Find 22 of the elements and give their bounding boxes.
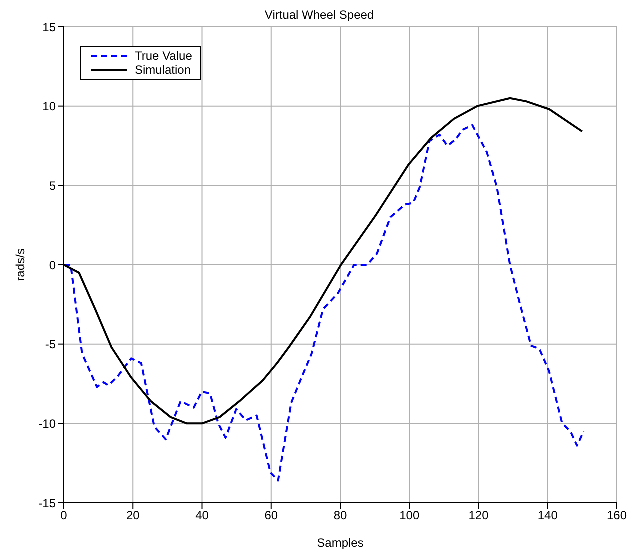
y-tick-label: 10 [42, 100, 56, 114]
chart-title: Virtual Wheel Speed [264, 8, 376, 22]
y-tick-label: -5 [45, 338, 56, 352]
x-tick-label: 80 [334, 508, 348, 523]
x-tick-label: 160 [606, 508, 628, 523]
x-axis-title: Samples [317, 536, 364, 550]
x-tick-label: 100 [400, 508, 420, 523]
y-tick-label: -15 [38, 496, 56, 510]
y-tick-label: -10 [38, 416, 56, 431]
x-tick-label: 20 [126, 508, 140, 523]
line-series [64, 124, 585, 482]
x-tick-label: 140 [538, 508, 558, 523]
y-tick-label: 0 [49, 258, 56, 272]
x-tick-label: 40 [196, 508, 210, 523]
x-tick-label: 0 [60, 508, 68, 523]
legend-label: Simulation [135, 63, 192, 77]
x-tick-label: 120 [468, 508, 490, 523]
x-tick-label: 60 [264, 508, 278, 523]
y-axis-title: rads/s [13, 248, 28, 282]
y-tick-label: 5 [49, 178, 56, 193]
y-tick-label: 15 [42, 20, 56, 34]
legend-label: True Value [135, 49, 192, 63]
